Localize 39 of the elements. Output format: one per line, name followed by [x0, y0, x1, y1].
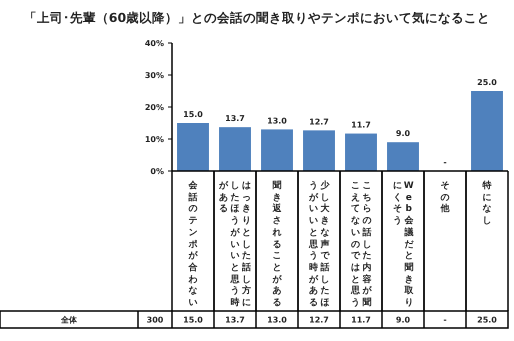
- y-tick-label: 30%: [144, 70, 164, 80]
- category-label: 聞き返されることがある: [272, 181, 282, 308]
- category-label: Web会議だと聞き取りにくそう: [392, 181, 414, 308]
- data-label: 13.7: [225, 315, 245, 324]
- category-label: はっきりとした話し方にしたほうがいいと思う時がある: [219, 181, 251, 308]
- chart-title: 「上司･先輩（60歳以降）」との会話の聞き取りやテンポにおいて気になること: [24, 10, 490, 25]
- y-tick-label: 40%: [144, 38, 164, 48]
- text: 13.7: [225, 114, 245, 124]
- text: 11.7: [351, 120, 371, 130]
- bar: [261, 129, 293, 171]
- bar: [345, 134, 377, 171]
- bar: [303, 130, 335, 171]
- text: 9.0: [396, 129, 410, 138]
- bar: [387, 142, 419, 171]
- y-tick-label: 10%: [144, 134, 164, 144]
- data-label: 13.0: [267, 315, 288, 324]
- text: -: [443, 158, 447, 167]
- text: 全体: [60, 315, 78, 324]
- x-tick-label: 特になし: [482, 181, 492, 228]
- data-label: 12.7: [309, 315, 329, 324]
- data-label: 15.0: [183, 315, 204, 324]
- text: 13.0: [267, 116, 287, 126]
- data-label: 25.0: [477, 315, 498, 324]
- text: 25.0: [477, 78, 497, 87]
- text: 300: [146, 315, 164, 324]
- y-tick-label: 20%: [144, 102, 164, 112]
- bar: [471, 91, 503, 171]
- category-label: 少し大きな声で話したほうがいいと思う時がある: [308, 181, 330, 308]
- category-label: こちらの話した内容が聞こえてないのではと思う: [350, 181, 372, 308]
- data-label: 11.7: [351, 315, 371, 324]
- bar: [177, 123, 209, 171]
- data-label: 9.0: [396, 315, 411, 324]
- y-tick-label: 0%: [150, 166, 164, 176]
- category-label: 会話のテンポが合わない: [188, 181, 198, 308]
- data-label: -: [443, 315, 447, 324]
- bar: [219, 127, 251, 171]
- x-tick-label: その他: [440, 181, 450, 216]
- text: 15.0: [183, 110, 203, 119]
- text: 12.7: [309, 117, 329, 126]
